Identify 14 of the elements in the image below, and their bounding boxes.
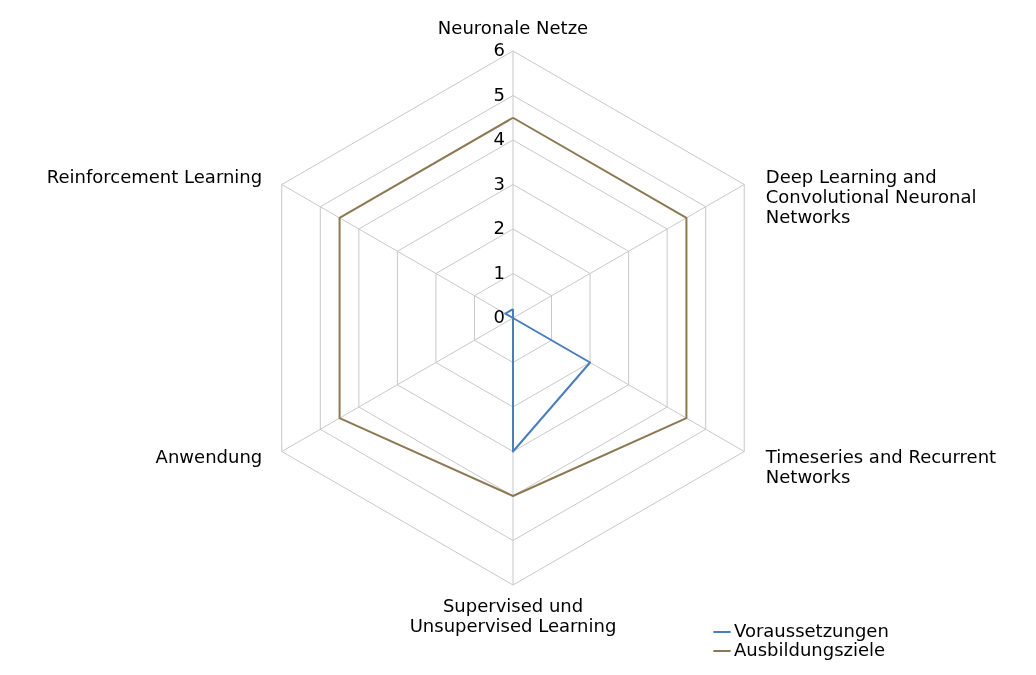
y-tick-label: 4 [493, 128, 505, 149]
spoke-label: Anwendung [155, 446, 263, 468]
y-tick-label: 3 [493, 172, 505, 194]
legend-label: Voraussetzungen [734, 620, 889, 641]
y-tick-label: 2 [493, 217, 505, 238]
y-tick-label: 1 [493, 261, 505, 283]
y-tick-label: 0 [493, 306, 505, 327]
spoke-label: Reinforcement Learning [46, 165, 263, 187]
spoke-label: Timeseries and Recurrent Networks [764, 446, 997, 488]
spoke-label: Supervised und Unsupervised Learning [409, 595, 617, 637]
spoke-label: Neuronale Netze [437, 16, 589, 38]
y-tick-label: 6 [493, 39, 505, 60]
y-tick-label: 5 [493, 83, 505, 105]
spoke-label: Deep Learning and Convolutional Neuronal Networks [765, 165, 977, 227]
